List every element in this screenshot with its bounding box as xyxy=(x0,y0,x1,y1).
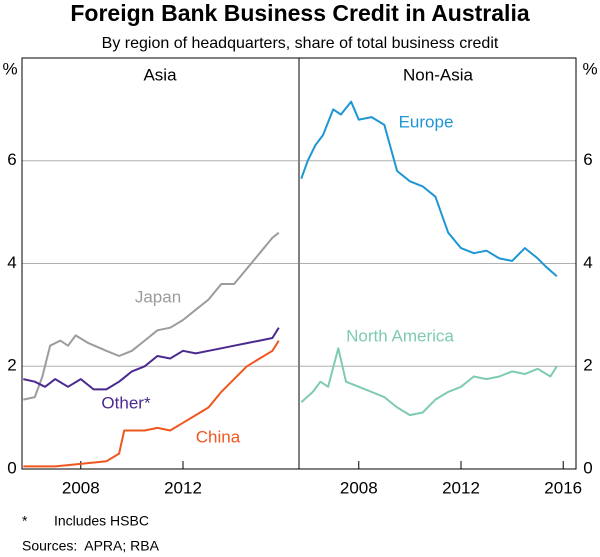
footnote-text: Includes HSBC xyxy=(54,513,149,529)
series-label: China xyxy=(196,427,241,446)
y-unit: % xyxy=(582,59,597,78)
x-tick-label: 2016 xyxy=(544,478,582,497)
series-label: North America xyxy=(346,326,454,345)
series-label: Japan xyxy=(135,287,181,306)
panel-title: Non-Asia xyxy=(403,65,473,84)
y-unit: % xyxy=(2,59,17,78)
series-line xyxy=(23,231,280,401)
chart-title: Foreign Bank Business Credit in Australi… xyxy=(70,0,529,26)
series-label: Europe xyxy=(399,112,454,131)
x-tick-label: 2008 xyxy=(340,478,378,497)
chart-subtitle: By region of headquarters, share of tota… xyxy=(102,35,499,52)
y-tick-label: 2 xyxy=(583,356,592,375)
y-tick-label: 6 xyxy=(7,150,16,169)
y-tick-label: 4 xyxy=(7,253,16,272)
y-tick-label: 6 xyxy=(583,150,592,169)
series-line xyxy=(23,340,280,468)
x-tick-label: 2012 xyxy=(442,478,480,497)
series-line xyxy=(300,100,558,278)
footnote-marker: * xyxy=(22,513,28,529)
x-tick-label: 2008 xyxy=(62,478,100,497)
series-line xyxy=(300,347,558,417)
series-label: Other* xyxy=(101,393,151,412)
x-tick-label: 2012 xyxy=(164,478,202,497)
y-tick-label: 2 xyxy=(7,356,16,375)
panel-title: Asia xyxy=(143,65,177,84)
series-line xyxy=(23,327,280,391)
y-tick-label: 4 xyxy=(583,253,592,272)
y-tick-label: 0 xyxy=(7,458,16,477)
y-tick-label: 0 xyxy=(583,458,592,477)
sources: Sources: APRA; RBA xyxy=(22,538,160,554)
